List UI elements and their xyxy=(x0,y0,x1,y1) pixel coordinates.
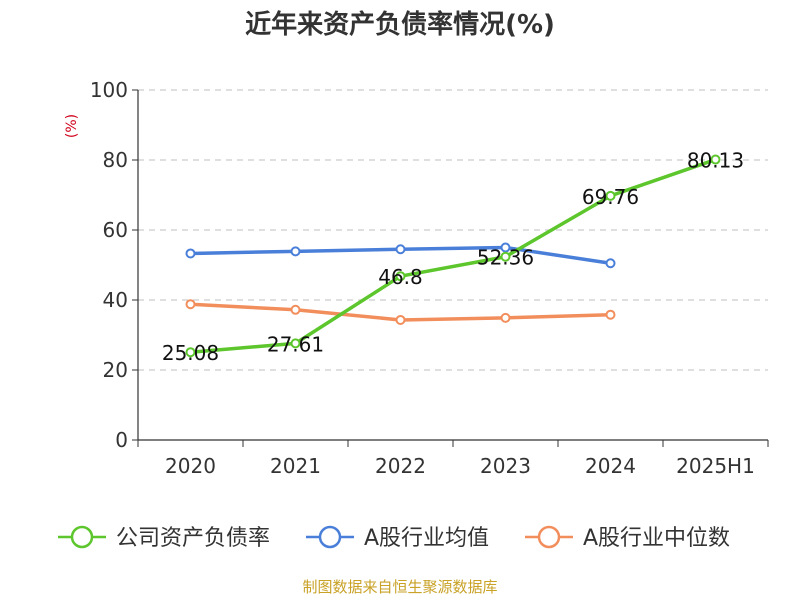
series-1-point[interactable] xyxy=(395,244,406,255)
series-0-point[interactable] xyxy=(395,271,406,282)
x-tick-label: 2023 xyxy=(480,454,531,478)
data-labels: 25.08 27.61 46.8 52.36 69.76 80.13 xyxy=(162,149,744,366)
legend-item-1[interactable]: A股行业均值 xyxy=(306,525,489,551)
series-0-point[interactable] xyxy=(710,154,721,165)
series-lines xyxy=(185,154,721,358)
series-1-point[interactable] xyxy=(605,258,616,269)
y-tick-label: 60 xyxy=(103,218,128,242)
series-2-point[interactable] xyxy=(290,304,301,315)
series-2-point[interactable] xyxy=(605,309,616,320)
legend[interactable]: 公司资产负债率 A股行业均值 A股行业中位数 xyxy=(58,525,730,551)
legend-item-0[interactable]: 公司资产负债率 xyxy=(58,525,270,551)
y-tick-label: 20 xyxy=(103,358,128,382)
legend-label: A股行业均值 xyxy=(364,526,489,551)
legend-marker xyxy=(537,525,561,549)
data-label: 25.08 xyxy=(162,341,219,365)
x-axis: 2020 2021 2022 2023 2024 2025H1 xyxy=(137,439,769,478)
series-0-point[interactable] xyxy=(290,338,301,349)
y-tick-label: 0 xyxy=(115,428,128,452)
data-label: 27.61 xyxy=(267,332,324,356)
series-0-point[interactable] xyxy=(500,251,511,262)
data-label: 69.76 xyxy=(582,185,639,209)
chart-title: 近年来资产负债率情况(%) xyxy=(245,9,555,40)
series-1-point[interactable] xyxy=(185,248,196,259)
data-label: 46.8 xyxy=(378,265,423,289)
x-tick-label: 2024 xyxy=(585,454,636,478)
series-0-point[interactable] xyxy=(605,190,616,201)
y-tick-label: 40 xyxy=(103,288,128,312)
source-footer: 制图数据来自恒生聚源数据库 xyxy=(302,578,497,596)
series-2-point[interactable] xyxy=(500,312,511,323)
legend-item-2[interactable]: A股行业中位数 xyxy=(525,525,730,551)
y-axis-ticks: 0 20 40 60 80 100 xyxy=(90,78,139,452)
data-label: 52.36 xyxy=(477,246,534,270)
legend-marker xyxy=(70,525,94,549)
series-2-point[interactable] xyxy=(185,299,196,310)
x-tick-label: 2022 xyxy=(375,454,426,478)
series-0-point[interactable] xyxy=(185,347,196,358)
legend-marker xyxy=(318,525,342,549)
y-axis-label: (%) xyxy=(64,114,80,138)
x-tick-label: 2025H1 xyxy=(676,454,755,478)
data-label: 80.13 xyxy=(687,149,744,173)
y-tick-label: 80 xyxy=(103,148,128,172)
series-line-0 xyxy=(190,157,717,354)
series-1-point[interactable] xyxy=(290,246,301,257)
grid-lines xyxy=(138,89,768,371)
series-1-point[interactable] xyxy=(500,242,511,253)
x-tick-label: 2020 xyxy=(165,454,216,478)
legend-label: A股行业中位数 xyxy=(583,526,730,551)
series-2-point[interactable] xyxy=(395,314,406,325)
y-tick-label: 100 xyxy=(90,78,128,102)
x-tick-label: 2021 xyxy=(270,454,321,478)
legend-label: 公司资产负债率 xyxy=(116,526,270,551)
